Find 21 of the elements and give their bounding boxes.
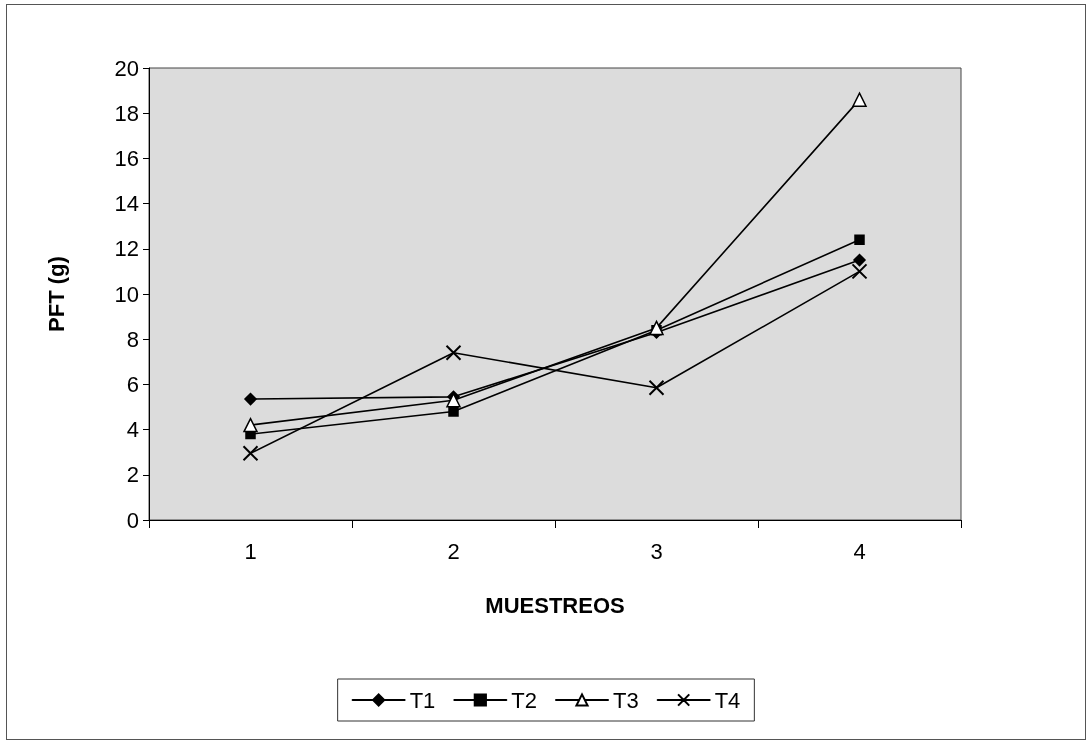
y-tick-label: 0 [126, 507, 139, 533]
y-tick-label: 12 [114, 236, 139, 262]
y-tick-label: 14 [114, 191, 139, 217]
x-tick-label: 4 [853, 538, 866, 564]
x-tick-label: 3 [650, 538, 663, 564]
y-tick-label: 10 [114, 281, 139, 307]
legend-label: T2 [511, 687, 538, 713]
x-tick-label: 1 [244, 538, 257, 564]
x-axis-title: MUESTREOS [485, 592, 625, 618]
y-tick-label: 4 [126, 417, 139, 443]
y-tick-label: 2 [126, 462, 139, 488]
legend-label: T3 [613, 687, 639, 713]
x-tick-label: 2 [447, 538, 460, 564]
y-tick-label: 6 [126, 371, 139, 397]
y-tick-label: 20 [114, 55, 139, 81]
y-tick-label: 8 [126, 326, 139, 352]
legend-label: T4 [714, 687, 741, 713]
y-tick-label: 16 [114, 145, 139, 171]
y-axis-title: PFT (g) [43, 256, 69, 332]
legend-label: T1 [409, 687, 436, 713]
y-tick-label: 18 [114, 100, 139, 126]
